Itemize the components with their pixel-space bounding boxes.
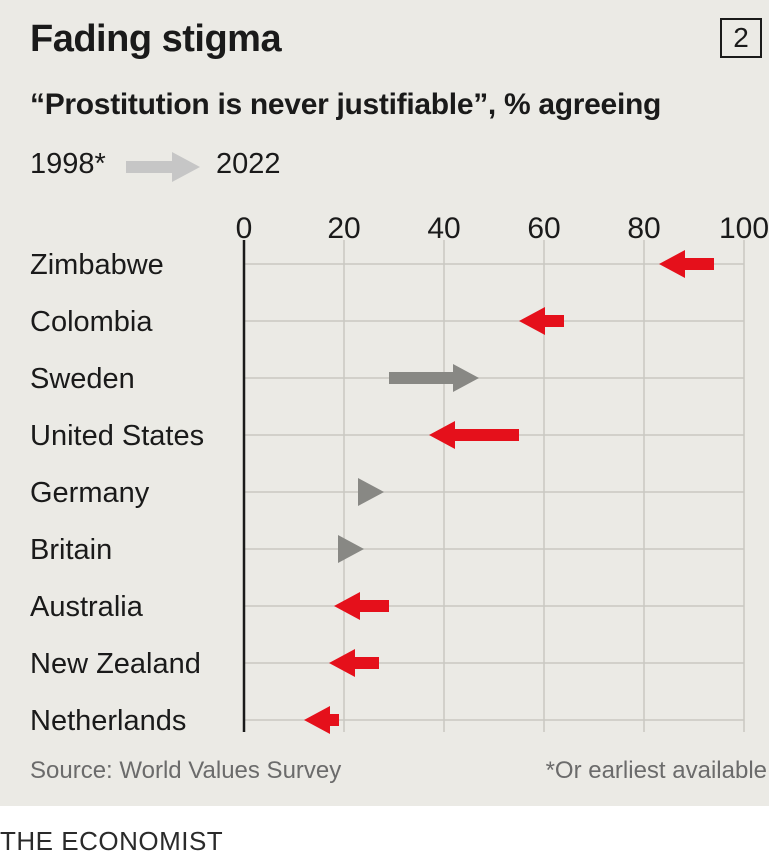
arrow-mark <box>304 706 339 734</box>
chart-panel <box>0 0 769 806</box>
category-label: United States <box>30 420 204 452</box>
arrow-mark <box>329 649 379 677</box>
category-label: Sweden <box>30 363 135 395</box>
arrow-mark <box>519 307 564 335</box>
arrow-chart: 0 20 40 60 80 100 Zimbabwe Colombia Sweden United… <box>30 212 769 737</box>
arrow-mark <box>429 421 519 449</box>
arrow-mark <box>334 592 389 620</box>
category-label: Netherlands <box>30 705 186 737</box>
arrow-mark <box>389 364 479 392</box>
category-label: Australia <box>30 591 144 623</box>
footnote: *Or earliest available <box>545 757 767 784</box>
chart-title: Fading stigma <box>30 18 282 60</box>
x-tick-label: 60 <box>527 212 560 245</box>
category-label: Colombia <box>30 306 153 338</box>
chart-subtitle: “Prostitution is never justifiable”, % a… <box>30 88 662 121</box>
publisher-brand: THE ECONOMIST <box>0 826 224 856</box>
x-tick-label: 80 <box>627 212 660 245</box>
arrow-mark <box>338 535 364 563</box>
category-label: Zimbabwe <box>30 249 164 281</box>
x-tick-label: 20 <box>327 212 360 245</box>
source-note: Source: World Values Survey <box>30 757 342 784</box>
chart-number-badge: 2 <box>720 18 762 58</box>
x-tick-label: 40 <box>427 212 460 245</box>
legend-from-label: 1998* <box>30 148 106 180</box>
arrow-mark <box>358 478 384 506</box>
x-tick-label: 100 <box>719 212 769 245</box>
category-label: New Zealand <box>30 648 201 680</box>
x-tick-label: 0 <box>236 212 253 245</box>
arrow-mark <box>659 250 714 278</box>
legend-arrow-shape <box>126 152 200 182</box>
category-label: Britain <box>30 534 112 566</box>
legend-to-label: 2022 <box>216 148 281 180</box>
legend-arrow-icon <box>126 152 200 182</box>
category-label: Germany <box>30 477 150 509</box>
